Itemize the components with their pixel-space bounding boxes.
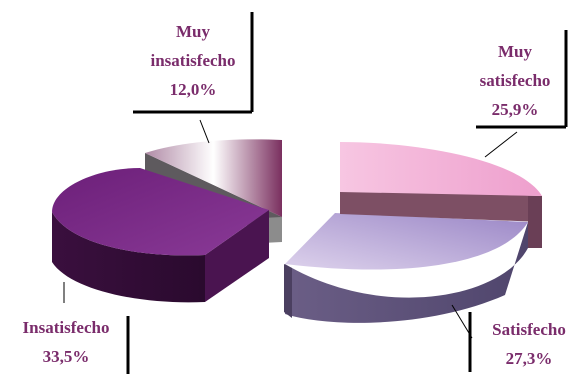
label-muy-satisfecho-line1: Muy	[498, 42, 533, 61]
label-muy-satisfecho-line2: satisfecho	[480, 71, 551, 90]
label-insatisfecho: Insatisfecho	[23, 318, 110, 337]
label-satisfecho-value: 27,3%	[506, 349, 553, 368]
callout-lines	[63, 12, 568, 374]
label-muy-insatisfecho-value: 12,0%	[170, 80, 217, 99]
slice-muy-satisfecho	[340, 142, 542, 248]
slice-satisfecho	[284, 213, 528, 323]
label-muy-satisfecho-value: 25,9%	[492, 100, 539, 119]
pie-slices	[52, 139, 542, 323]
label-muy-insatisfecho-line1: Muy	[176, 22, 211, 41]
label-muy-insatisfecho-line2: insatisfecho	[151, 51, 236, 70]
label-satisfecho: Satisfecho	[492, 320, 566, 339]
slice-insatisfecho	[52, 168, 269, 303]
slice-labels: Muy satisfecho 25,9% Satisfecho 27,3% In…	[23, 22, 566, 368]
label-insatisfecho-value: 33,5%	[43, 347, 90, 366]
